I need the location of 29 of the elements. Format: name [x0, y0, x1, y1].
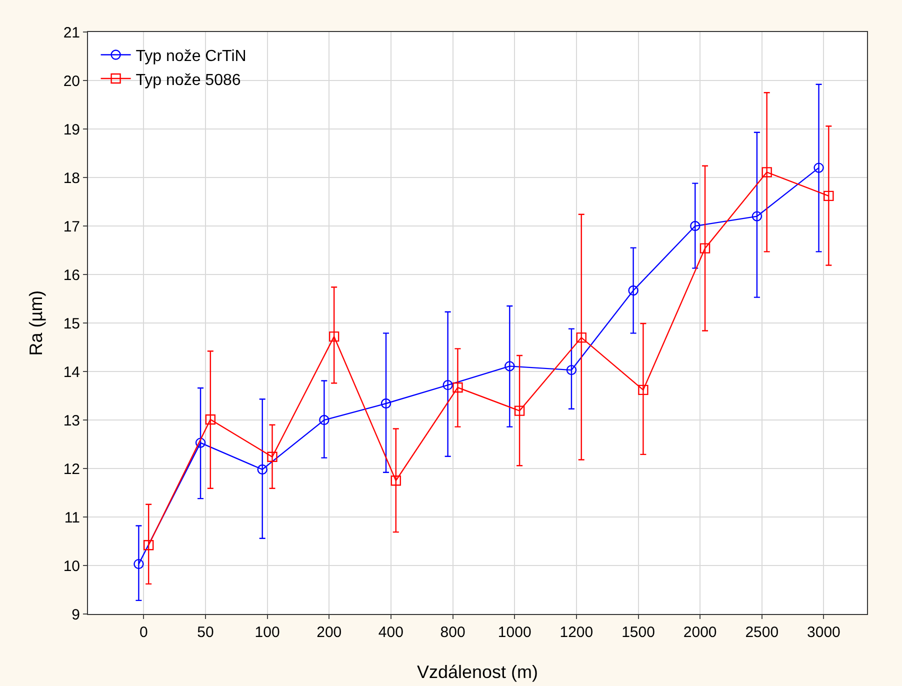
x-tick-label: 1000 — [498, 624, 532, 641]
y-tick-label: 19 — [63, 121, 80, 138]
y-tick-label: 18 — [63, 170, 80, 187]
y-tick-label: 9 — [72, 606, 80, 624]
legend-label: Typ nože CrTiN — [136, 48, 246, 65]
y-tick-label: 13 — [63, 412, 80, 430]
x-tick-label: 0 — [139, 624, 148, 641]
x-tick-label: 3000 — [807, 624, 840, 641]
legend-label: Typ nože 5086 — [136, 72, 241, 89]
x-tick-label: 2500 — [745, 624, 779, 641]
x-tick-label: 50 — [197, 624, 214, 641]
x-tick-label: 800 — [440, 624, 466, 641]
x-tick-label: 2000 — [683, 624, 717, 641]
x-tick-label: 1500 — [622, 624, 655, 641]
x-tick-label: 200 — [316, 624, 342, 641]
x-tick-label: 1200 — [560, 624, 594, 641]
y-tick-label: 15 — [63, 315, 80, 332]
y-axis-title: Ra (µm) — [26, 290, 46, 356]
y-tick-label: 14 — [63, 364, 80, 381]
y-tick-label: 17 — [63, 218, 80, 236]
x-tick-label: 100 — [254, 624, 280, 641]
y-tick-label: 20 — [63, 72, 80, 90]
y-tick-label: 11 — [64, 509, 80, 526]
y-tick-label: 12 — [63, 460, 80, 478]
y-tick-label: 10 — [63, 558, 80, 575]
x-axis-title: Vzdálenost (m) — [416, 662, 538, 682]
x-tick-label: 400 — [378, 624, 404, 641]
y-tick-label: 16 — [63, 266, 80, 284]
y-tick-label: 21 — [63, 24, 80, 42]
